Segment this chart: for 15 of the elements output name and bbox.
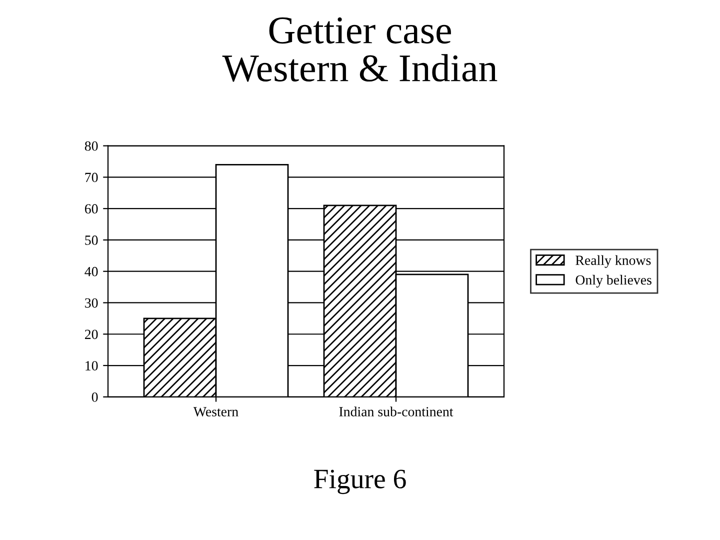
y-tick-label: 60 xyxy=(84,204,98,214)
y-tick-label: 50 xyxy=(85,236,98,245)
x-tick-label: Indian sub-continent xyxy=(339,406,454,416)
y-tick-label: 70 xyxy=(85,172,98,182)
y-tick-label: 30 xyxy=(85,298,98,308)
y-tick-label: 20 xyxy=(85,330,98,340)
y-tick-label: 0 xyxy=(92,392,98,402)
caption: Figure 6 xyxy=(314,470,406,494)
y-tick-label: 80 xyxy=(84,141,98,151)
chart-title: Gettier case Western & Indian xyxy=(222,17,498,82)
legend-label: Only believes xyxy=(576,274,652,288)
legend-label: Really knows xyxy=(576,255,651,268)
y-tick-label: 40 xyxy=(84,266,98,276)
x-tick-label: Western xyxy=(193,407,238,416)
y-tick-label: 10 xyxy=(86,361,98,370)
